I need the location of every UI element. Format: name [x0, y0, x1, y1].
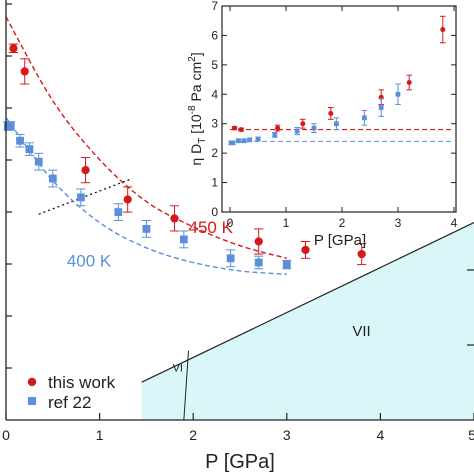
point-ref22-11 [254, 255, 264, 270]
phase-boundary-line [141, 222, 474, 383]
inset-y-tick-label: 6 [211, 28, 218, 42]
dotted-guide-line [38, 177, 133, 215]
inset-y-axis-label: η DT [10-8 Pa cm2] [187, 52, 208, 165]
legend-label-ref-22: ref 22 [48, 393, 91, 412]
point-ref22-10 [226, 249, 236, 268]
point-ref22-9 [333, 117, 340, 131]
point-this-work-2 [80, 157, 91, 184]
point-ref22-10 [361, 109, 368, 126]
point-ref22-2 [235, 138, 242, 144]
point-this-work-0 [231, 125, 238, 131]
point-this-work-0 [8, 43, 19, 53]
main-x-axis-label: P [GPa] [205, 451, 275, 473]
point-ref22-7 [113, 203, 123, 221]
inset-y-tick-label: 2 [211, 146, 218, 160]
legend: this work ref 22 [27, 373, 116, 412]
point-ref22-5 [255, 136, 261, 142]
point-ref22-8 [141, 220, 151, 238]
point-this-work-7 [440, 15, 446, 44]
main-x-tick-label: 5 [468, 427, 474, 443]
point-ref22-3 [241, 138, 247, 144]
point-ref22-5 [48, 169, 58, 188]
main-x-tick-label: 1 [96, 427, 104, 443]
point-ref22-7 [294, 127, 300, 136]
inset-frame [221, 5, 457, 213]
fit-curve-0 [5, 16, 287, 259]
legend-label-this-work: this work [48, 373, 116, 392]
inset-data-points [228, 15, 446, 146]
main-fit-curves [5, 16, 287, 275]
main-x-tick-label: 3 [283, 427, 291, 443]
point-this-work-5 [254, 228, 264, 255]
inset-y-tick-label: 5 [211, 58, 218, 72]
annotation-phase-vi: VI [173, 363, 183, 375]
point-ref22-2 [15, 133, 25, 148]
point-this-work-4 [328, 107, 334, 120]
legend-marker-this-work [27, 377, 37, 387]
inset-reference-lines [230, 129, 454, 142]
inset-x-ticks: 0 1 2 3 4 [227, 6, 458, 230]
inset-x-tick-label: 3 [395, 216, 402, 230]
phase-boundary-vi-line [183, 350, 190, 421]
inset-plot: 0 1 2 3 4 5 6 7 0 1 2 3 4 P [GPa] η DT [10-8 Pa cm2… [187, 0, 458, 249]
point-ref22-12 [395, 83, 401, 106]
main-x-ticks: 0 1 2 3 4 5 [2, 269, 474, 443]
point-this-work-6 [406, 74, 412, 91]
point-ref22-4 [246, 137, 253, 143]
annotation-450k: 450 K [189, 218, 234, 237]
main-x-tick-label: 2 [189, 427, 197, 443]
annotation-phase-vii: VII [352, 323, 370, 340]
point-this-work-6 [300, 241, 311, 259]
main-data-points [3, 43, 367, 270]
inset-x-tick-label: 1 [283, 216, 290, 230]
point-this-work-7 [357, 243, 367, 266]
inset-y-tick-label: 7 [211, 0, 218, 13]
annotation-400k: 400 K [67, 252, 112, 271]
inset-y-ticks: 0 1 2 3 4 5 6 7 [211, 0, 456, 219]
inset-x-tick-label: 2 [339, 216, 346, 230]
phase-vii-region [141, 222, 474, 420]
inset-y-tick-label: 0 [211, 205, 218, 219]
point-ref22-3 [24, 142, 34, 156]
point-this-work-2 [274, 124, 281, 132]
inset-x-axis-label: P [GPa] [314, 232, 366, 249]
point-ref22-12 [282, 259, 292, 270]
point-ref22-6 [76, 188, 86, 207]
main-x-tick-label: 0 [2, 427, 10, 443]
point-ref22-4 [34, 152, 44, 171]
point-ref22-8 [311, 123, 317, 134]
legend-marker-ref-22 [28, 397, 36, 405]
point-ref22-9 [179, 230, 189, 249]
inset-x-tick-label: 4 [451, 216, 458, 230]
point-ref22-1 [6, 121, 16, 131]
point-this-work-3 [300, 118, 306, 129]
point-this-work-3 [123, 186, 133, 213]
point-ref22-6 [272, 132, 278, 138]
inset-y-tick-label: 1 [211, 176, 218, 190]
point-this-work-1 [238, 127, 244, 133]
point-this-work-4 [169, 205, 180, 232]
main-y-ticks [6, 3, 12, 369]
point-ref22-1 [230, 140, 236, 146]
inset-y-tick-label: 3 [211, 117, 218, 131]
main-x-tick-label: 4 [377, 427, 385, 443]
inset-x-tick-label: 0 [227, 216, 234, 230]
point-ref22-11 [378, 98, 384, 117]
fit-curve-1 [5, 117, 287, 275]
point-this-work-1 [20, 58, 30, 85]
inset-y-tick-label: 4 [211, 87, 218, 101]
main-annotations: 450 K 400 K VII VI [67, 218, 371, 375]
